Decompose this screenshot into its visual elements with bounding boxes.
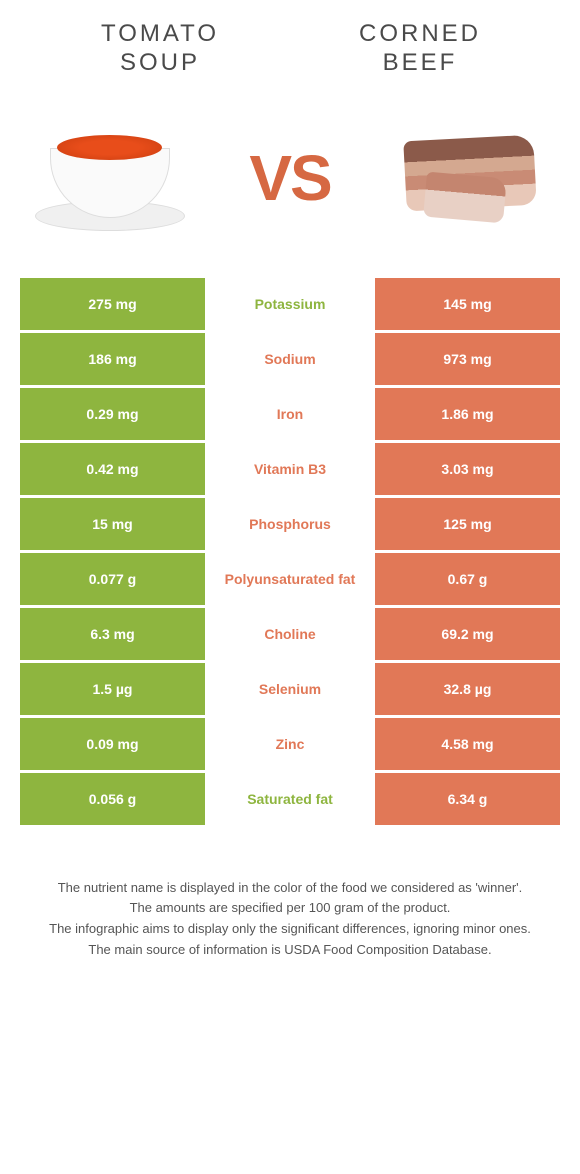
row-left-value: 0.077 g <box>20 553 205 605</box>
header: TOMATO SOUP CORNED BEEF <box>0 0 580 88</box>
table-row: 0.09 mgZinc4.58 mg <box>20 718 560 770</box>
row-right-value: 1.86 mg <box>375 388 560 440</box>
food-right-image <box>390 118 550 238</box>
row-right-value: 6.34 g <box>375 773 560 825</box>
table-row: 0.42 mgVitamin B33.03 mg <box>20 443 560 495</box>
row-nutrient-label: Saturated fat <box>205 773 375 825</box>
row-left-value: 0.42 mg <box>20 443 205 495</box>
table-row: 0.29 mgIron1.86 mg <box>20 388 560 440</box>
food-left-title-line1: TOMATO <box>101 20 219 47</box>
table-row: 0.077 gPolyunsaturated fat0.67 g <box>20 553 560 605</box>
food-left-image <box>30 118 190 238</box>
row-nutrient-label: Iron <box>205 388 375 440</box>
vs-label: VS <box>249 141 330 215</box>
table-row: 6.3 mgCholine69.2 mg <box>20 608 560 660</box>
table-row: 15 mgPhosphorus125 mg <box>20 498 560 550</box>
food-left-title: TOMATO SOUP <box>60 20 260 78</box>
row-nutrient-label: Sodium <box>205 333 375 385</box>
row-left-value: 1.5 µg <box>20 663 205 715</box>
row-right-value: 125 mg <box>375 498 560 550</box>
table-row: 1.5 µgSelenium32.8 µg <box>20 663 560 715</box>
row-right-value: 32.8 µg <box>375 663 560 715</box>
row-nutrient-label: Potassium <box>205 278 375 330</box>
row-left-value: 0.29 mg <box>20 388 205 440</box>
table-row: 275 mgPotassium145 mg <box>20 278 560 330</box>
table-row: 186 mgSodium973 mg <box>20 333 560 385</box>
row-nutrient-label: Vitamin B3 <box>205 443 375 495</box>
tomato-soup-icon <box>45 133 175 223</box>
row-left-value: 15 mg <box>20 498 205 550</box>
row-nutrient-label: Polyunsaturated fat <box>205 553 375 605</box>
row-nutrient-label: Phosphorus <box>205 498 375 550</box>
food-left-title-line2: SOUP <box>120 49 200 76</box>
row-right-value: 69.2 mg <box>375 608 560 660</box>
food-right-title: CORNED BEEF <box>320 20 520 78</box>
footer-line-3: The infographic aims to display only the… <box>40 919 540 940</box>
footer-line-4: The main source of information is USDA F… <box>40 940 540 961</box>
row-left-value: 186 mg <box>20 333 205 385</box>
food-right-title-line2: BEEF <box>383 49 458 76</box>
row-left-value: 6.3 mg <box>20 608 205 660</box>
table-row: 0.056 gSaturated fat6.34 g <box>20 773 560 825</box>
row-right-value: 145 mg <box>375 278 560 330</box>
images-row: VS <box>0 88 580 278</box>
row-left-value: 0.056 g <box>20 773 205 825</box>
row-right-value: 973 mg <box>375 333 560 385</box>
row-nutrient-label: Selenium <box>205 663 375 715</box>
row-left-value: 275 mg <box>20 278 205 330</box>
footer-line-1: The nutrient name is displayed in the co… <box>40 878 540 899</box>
row-left-value: 0.09 mg <box>20 718 205 770</box>
row-right-value: 0.67 g <box>375 553 560 605</box>
footer-line-2: The amounts are specified per 100 gram o… <box>40 898 540 919</box>
row-nutrient-label: Choline <box>205 608 375 660</box>
corned-beef-icon <box>395 128 545 228</box>
comparison-table: 275 mgPotassium145 mg186 mgSodium973 mg0… <box>20 278 560 825</box>
row-right-value: 4.58 mg <box>375 718 560 770</box>
footer-notes: The nutrient name is displayed in the co… <box>0 828 580 991</box>
row-nutrient-label: Zinc <box>205 718 375 770</box>
row-right-value: 3.03 mg <box>375 443 560 495</box>
food-right-title-line1: CORNED <box>359 20 481 47</box>
